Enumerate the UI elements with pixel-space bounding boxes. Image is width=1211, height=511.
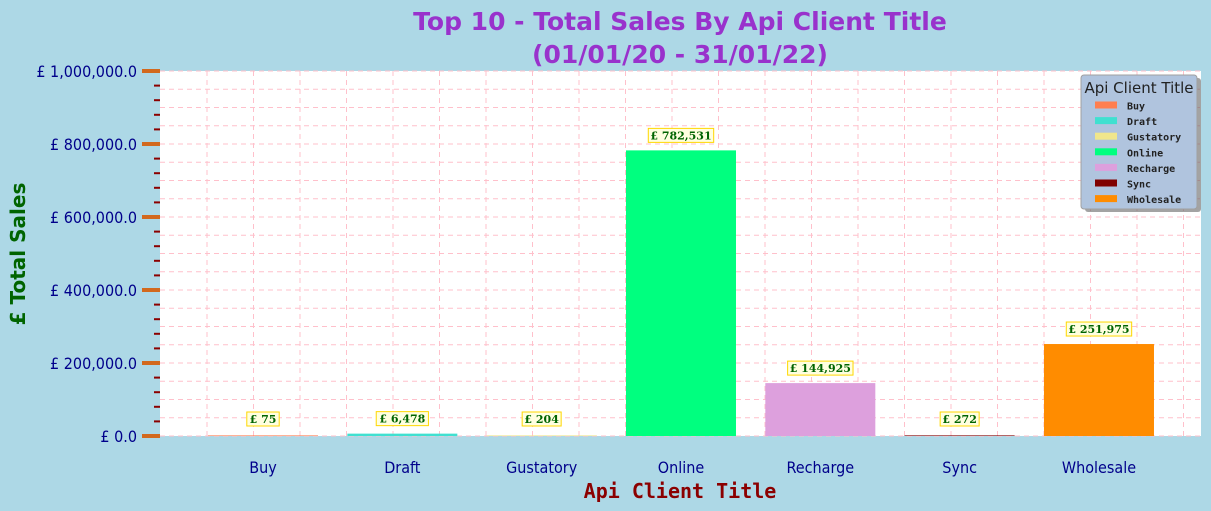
bar-wholesale: [1043, 344, 1154, 436]
legend-swatch: [1095, 163, 1117, 171]
data-label: £ 144,925: [790, 362, 851, 375]
y-axis: £ 0.0 £ 200,000.0 £ 400,000.0 £ 600,000.0 £ …: [36, 62, 160, 446]
y-tick-label: £ 400,000.0: [50, 281, 137, 300]
legend-swatch: [1095, 195, 1117, 203]
legend-swatch: [1095, 179, 1117, 187]
chart-title: Top 10 - Total Sales By Api Client Title: [413, 7, 947, 36]
y-tick-label: £ 600,000.0: [50, 208, 137, 227]
data-label: £ 6,478: [379, 413, 425, 426]
x-tick-label: Gustatory: [506, 458, 578, 477]
x-axis: Buy Draft Gustatory Online Recharge Sync Whole…: [249, 458, 1136, 477]
x-axis-label: Api Client Title: [584, 479, 777, 503]
data-label-box: [939, 411, 980, 427]
bar-sync: [904, 435, 1015, 436]
legend-swatch: [1095, 101, 1117, 109]
x-tick-label: Recharge: [786, 458, 854, 477]
legend-entry: Online: [1127, 147, 1163, 159]
legend-entry: Wholesale: [1127, 195, 1181, 206]
legend-entry: Gustatory: [1127, 133, 1181, 144]
data-label: £ 75: [250, 413, 277, 426]
bars: [208, 150, 1154, 436]
legend-swatch: [1095, 148, 1117, 156]
data-label-box: [521, 411, 562, 427]
x-tick-label: Buy: [249, 458, 277, 477]
legend-entry: Buy: [1127, 102, 1145, 113]
y-tick-label: £ 200,000.0: [50, 354, 137, 373]
legend-entry: Draft: [1127, 117, 1157, 128]
data-label-box: [647, 127, 715, 143]
bar-online: [625, 150, 736, 436]
legend-entry: Sync: [1127, 180, 1151, 191]
data-label-box: [1065, 321, 1133, 337]
bar-draft: [347, 433, 458, 436]
data-labels: £ 75 £ 6,478 £ 204 £ 782,531 £ 144,925 £ 272 £…: [246, 127, 1133, 427]
data-label: £ 251,975: [1068, 323, 1129, 336]
data-label: £ 782,531: [650, 129, 711, 142]
y-tick-label: £ 1,000,000.0: [36, 62, 137, 81]
legend-title: Api Client Title: [1084, 79, 1193, 97]
legend-swatch: [1095, 117, 1117, 125]
data-label: £ 204: [524, 413, 559, 426]
y-axis-label: £ Total Sales: [6, 183, 30, 326]
y-tick-label: £ 800,000.0: [50, 135, 137, 154]
bar-buy: [208, 435, 318, 436]
data-label-box: [787, 360, 854, 376]
data-label-box: [246, 411, 280, 427]
legend-entry: Recharge: [1127, 164, 1175, 175]
legend-swatch: [1095, 132, 1117, 140]
legend: Api Client Title Buy Draft Gustatory Online…: [1080, 74, 1201, 212]
x-tick-label: Sync: [942, 458, 977, 477]
bar-gustatory: [486, 435, 597, 436]
bar-recharge: [765, 383, 876, 436]
chart-subtitle: (01/01/20 - 31/01/22): [532, 40, 828, 69]
x-tick-label: Online: [658, 458, 705, 477]
grid-lines: [160, 70, 1201, 437]
y-tick-label: £ 0.0: [100, 427, 137, 446]
data-label-box: [375, 411, 429, 427]
data-label: £ 272: [942, 413, 976, 426]
x-tick-label: Wholesale: [1062, 458, 1136, 477]
x-tick-label: Draft: [384, 458, 421, 477]
